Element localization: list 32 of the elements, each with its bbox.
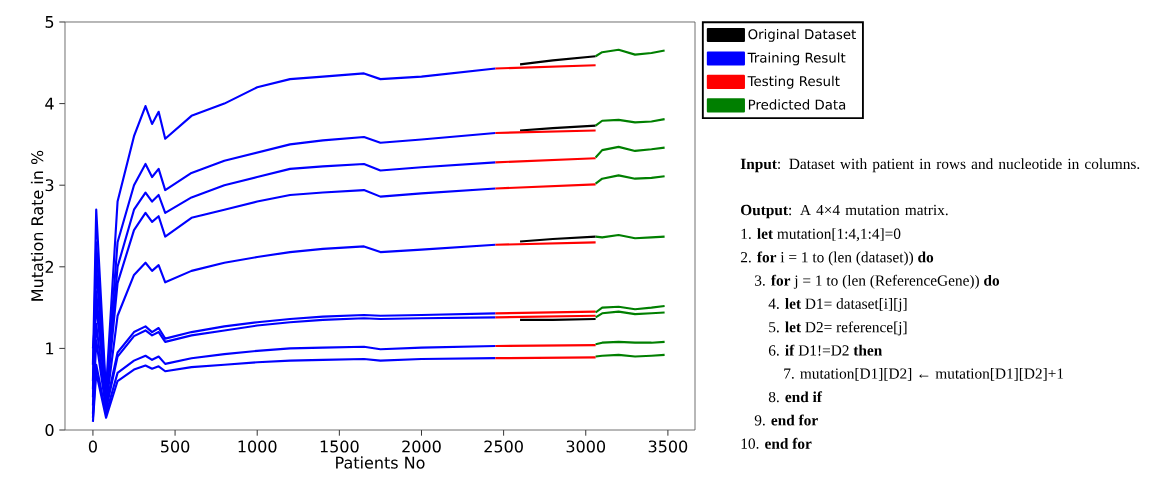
x-tick-label: 2000 (402, 440, 441, 453)
text: 3. for j = 1 to (len (ReferenceGene)) do (755, 274, 1000, 289)
text: 4. let D1= dataset[i][j] (768, 298, 907, 312)
x-tick-label: 3500 (648, 440, 688, 453)
text: 7. mutation[D1][D2] ← mutation[D1][D2]+1 (784, 367, 1064, 381)
y-axis-title: Mutation Rate in % (30, 150, 44, 301)
text: 9. end for (754, 414, 818, 426)
text: 2. for i = 1 to (len (dataset)) do (740, 251, 934, 266)
y-tick-label: 5 (45, 16, 54, 28)
text: 5. let D2= reference[j] (769, 321, 907, 336)
text: 8. end if (768, 391, 823, 403)
y-tick-label: 0 (45, 423, 54, 437)
legend-label: Testing Result (747, 75, 840, 89)
text: 1. let mutation[1:4,1:4]=0 (741, 228, 901, 242)
text: 10. end for (741, 437, 812, 449)
y-tick-label: 3 (45, 179, 54, 192)
x-tick-label: 0 (88, 440, 97, 453)
x-tick-label: 2500 (484, 440, 523, 453)
legend-label: Original Dataset (748, 28, 856, 42)
text: 6. if D1!=D2 then (768, 344, 883, 356)
y-tick-label: 2 (45, 260, 53, 273)
legend-label: Training Result (747, 52, 846, 66)
x-axis-title: Patients No (336, 456, 425, 469)
legend-label: Predicted Data (748, 99, 846, 110)
text: Input: Dataset with patient in rows and nucleotide in columns. (740, 158, 1140, 173)
x-tick-label: 500 (161, 440, 190, 453)
y-tick-label: 1 (46, 342, 54, 355)
y-tick-label: 4 (45, 97, 54, 110)
text: Output: A 4×4 mutation matrix. (741, 204, 948, 219)
x-tick-label: 3000 (566, 440, 606, 453)
x-tick-label: 1500 (320, 440, 359, 453)
x-tick-label: 1000 (238, 440, 277, 453)
